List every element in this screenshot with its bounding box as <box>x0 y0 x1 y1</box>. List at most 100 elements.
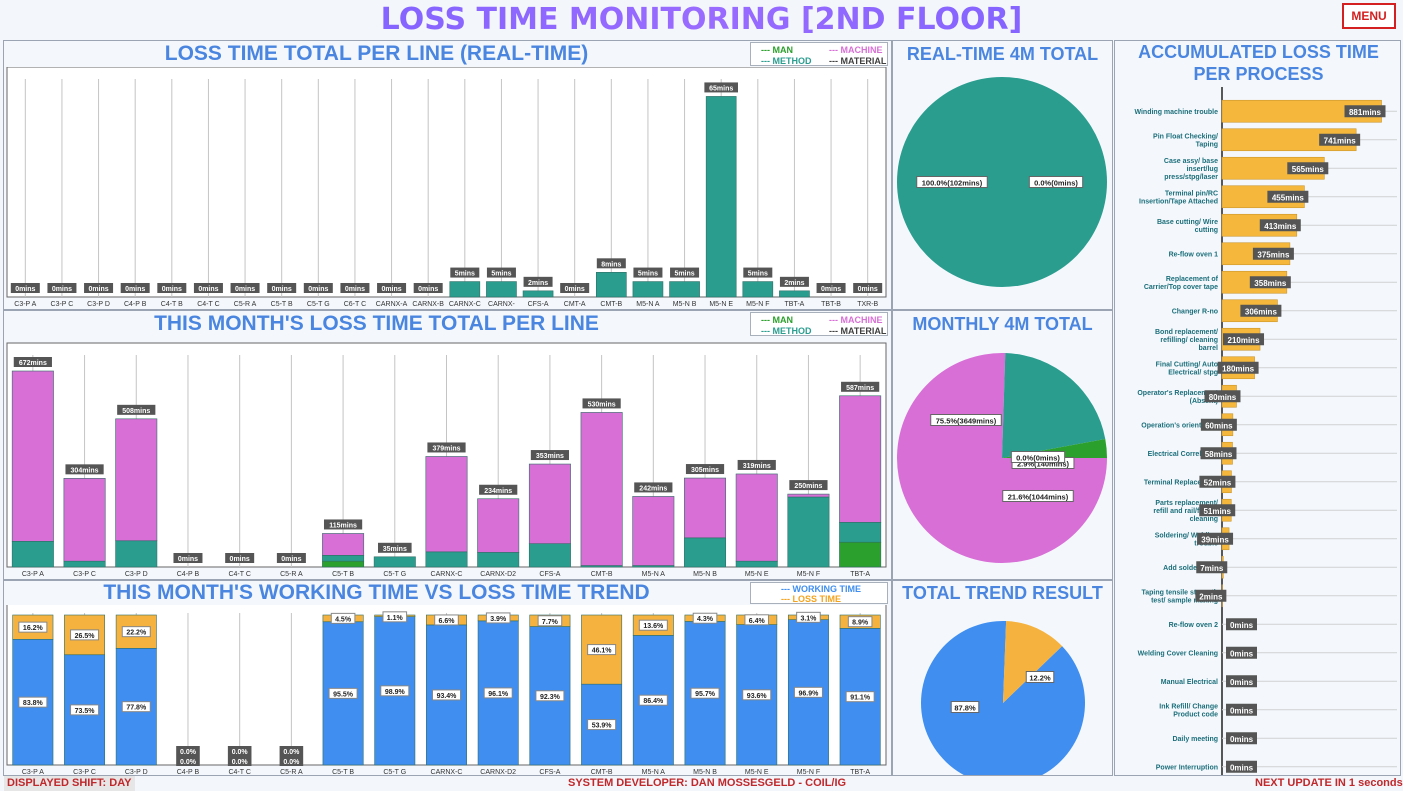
data-label-bg <box>47 283 77 293</box>
data-label: 6.4% <box>749 618 766 625</box>
monthly-4m-title: MONTHLY 4M TOTAL <box>912 314 1093 334</box>
pie-label: 87.8% <box>954 703 976 712</box>
data-label: 304mins <box>71 467 99 474</box>
x-tick-label: TBT-A <box>850 769 870 775</box>
x-tick-label: CFS-A <box>539 769 560 775</box>
data-label-bg <box>587 644 617 656</box>
data-label-bg <box>845 691 875 703</box>
data-label-bg <box>638 694 668 706</box>
data-label: 35mins <box>383 546 407 553</box>
monthly-line-chart: C3-P A 672mins C3-P C 304mins C3-P D 508mins C… <box>6 342 887 578</box>
data-label-bg <box>1196 561 1228 574</box>
y-tick-label-line: press/stpg/laser <box>1164 174 1218 181</box>
y-tick-label-line: Terminal pin/RC <box>1165 190 1218 197</box>
y-tick-label: Re-flow oven 1 <box>1169 251 1219 258</box>
page-title: LOSS TIME MONITORING [2ND FLOOR] <box>0 0 1403 40</box>
data-label-bg <box>303 283 333 293</box>
data-label: 0.0% <box>180 749 197 756</box>
bar <box>63 560 106 568</box>
monthly-4m-panel: MONTHLY 4M TOTAL 75.5%(3649mins) 21.6%(10… <box>892 310 1113 580</box>
trend-total-panel: TOTAL TREND RESULT 87.8% 12.2% <box>892 580 1113 776</box>
data-label-bg <box>1223 333 1265 346</box>
x-tick-label: C5-R A <box>280 571 303 578</box>
x-tick-label: CARNX-C <box>449 301 481 308</box>
data-label: 0mins <box>272 286 292 293</box>
data-label: 16.2% <box>23 625 44 632</box>
bar <box>373 556 416 568</box>
pie-slice <box>921 621 1085 775</box>
data-label-bg <box>227 746 252 756</box>
x-tick-label: C3-P C <box>73 571 96 578</box>
data-label: 0mins <box>1230 706 1254 715</box>
data-label: 455mins <box>1272 193 1305 202</box>
x-tick-label: C3-P A <box>22 769 44 775</box>
data-label: 0mins <box>162 286 182 293</box>
pie-label: 12.2% <box>1029 673 1051 682</box>
monthly-line-panel: THIS MONTH'S LOSS TIME TOTAL PER LINE --… <box>3 310 892 580</box>
x-tick-label: M5-N A <box>642 769 666 775</box>
bar <box>322 560 365 568</box>
y-tick-label-line: Changer R-no <box>1172 308 1218 315</box>
data-label: 60mins <box>1205 421 1233 430</box>
data-label: 0mins <box>281 556 301 563</box>
data-label: 0mins <box>15 286 35 293</box>
data-label-bg <box>479 484 518 495</box>
y-tick-label-line: Terminal Replacement <box>1144 479 1219 486</box>
data-label-bg <box>377 542 412 553</box>
data-label: 98.9% <box>385 689 406 696</box>
y-tick-label: Operation's orientation <box>1141 422 1218 429</box>
legend-material: --- MATERIAL <box>829 56 887 66</box>
pie-label: 0.0%(0mins) <box>1016 453 1060 462</box>
data-label: 26.5% <box>75 633 96 640</box>
data-label-bg <box>1197 532 1234 545</box>
data-label-bg <box>692 612 718 624</box>
data-label-bg <box>427 442 466 453</box>
data-label-bg <box>70 629 100 641</box>
data-label: 13.6% <box>643 623 664 630</box>
x-tick-label: C4-T C <box>228 769 250 775</box>
data-label-bg <box>70 704 100 716</box>
x-tick-label: M5-N B <box>693 769 717 775</box>
menu-button[interactable]: MENU <box>1342 3 1396 29</box>
x-tick-label: TXR-B <box>857 301 878 308</box>
y-tick-label: Ink Refill/ Change Product code <box>1159 703 1218 718</box>
x-tick-label: M5-N E <box>745 571 769 578</box>
legend-working: --- WORKING TIME <box>781 584 861 594</box>
pie-label: 0.0%(0mins) <box>1034 178 1078 187</box>
data-label-bg <box>10 283 40 293</box>
bar <box>115 418 158 542</box>
data-label-bg <box>633 267 663 278</box>
y-tick-label-line: Case assy/ base <box>1164 158 1218 165</box>
bar <box>632 281 664 298</box>
data-label: 319mins <box>743 463 771 470</box>
x-tick-label: C3-P D <box>87 301 110 308</box>
y-tick-label: Changer R-no <box>1172 308 1218 315</box>
x-tick-label: TBT-A <box>785 301 805 308</box>
data-label-bg <box>485 612 511 624</box>
legend-material: --- MATERIAL <box>829 326 887 336</box>
data-label: 358mins <box>1254 279 1287 288</box>
trend-total-pie: 87.8% 12.2% <box>921 621 1085 775</box>
data-label-bg <box>1249 276 1291 289</box>
y-tick-label-line: Ink Refill/ Change <box>1159 703 1218 710</box>
data-label-bg <box>853 283 883 293</box>
x-tick-label: M5-N F <box>746 301 769 308</box>
y-tick-label-line: Re-flow oven 1 <box>1169 251 1219 258</box>
legend-method: --- METHOD <box>761 326 812 336</box>
data-label: 8mins <box>601 261 621 268</box>
data-label-bg <box>1217 361 1259 374</box>
data-label: 77.8% <box>126 705 147 712</box>
data-label-bg <box>796 611 821 623</box>
data-label: 587mins <box>846 385 874 392</box>
x-tick-label: CARNX-D2 <box>480 769 516 775</box>
data-label: 53.9% <box>592 723 613 730</box>
data-label: 0mins <box>308 286 328 293</box>
y-tick-label-line: Electrical/ stpg <box>1168 369 1218 376</box>
x-tick-label: TBT-B <box>821 301 841 308</box>
data-label: 8.9% <box>852 620 869 627</box>
data-label-bg <box>1267 190 1309 203</box>
x-tick-label: C5-T B <box>271 301 293 308</box>
data-label: 5mins <box>491 271 511 278</box>
data-label-bg <box>537 615 563 627</box>
y-tick-label-line: Final Cutting/ Auto <box>1156 361 1218 368</box>
